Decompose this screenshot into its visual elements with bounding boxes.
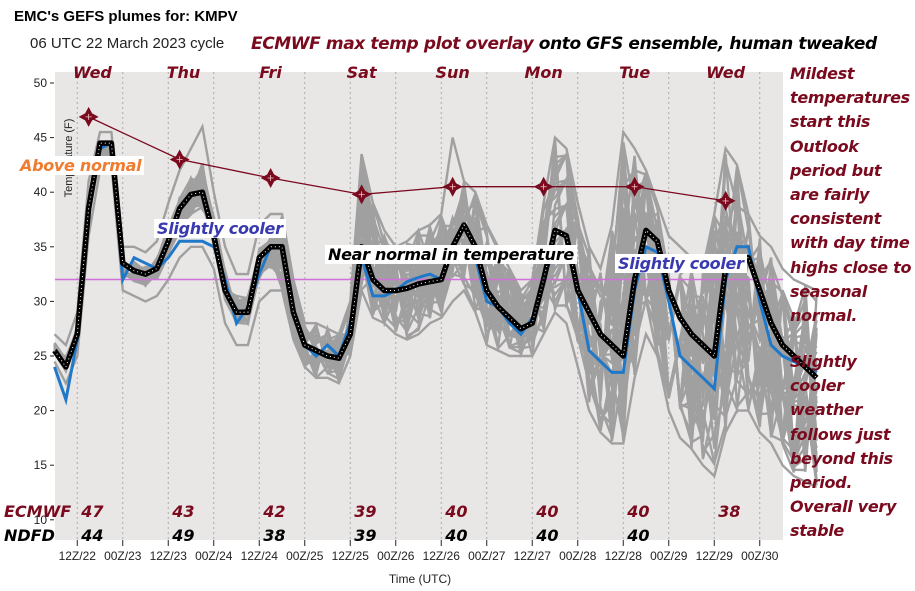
x-tick-label: 00Z/28 [559,549,597,563]
ensemble-member-line [53,149,818,473]
x-axis: 12Z/22 00Z/23 12Z/23 00Z/24 12Z/24 00Z/25 12Z/… [59,540,779,563]
ecmwf-line [88,116,726,202]
ecmwf-series [78,106,736,211]
day-label: Fri [259,63,282,82]
x-tick-label: 12Z/24 [241,549,279,563]
annotation-slightly-cooler-1: Slightly cooler [154,219,286,238]
annotation-above-normal: Above normal [17,156,145,175]
table-cell: 40 [444,526,467,545]
y-tick-label: 20 [34,404,48,418]
deterministic-series-line [53,140,818,406]
table-cell: 38 [718,502,740,521]
overlay-title-red: ECMWF max temp plot overlay [251,34,534,54]
side-note-mildest: Mildest temperatures start this Outlook … [790,64,912,326]
x-tick-label: 12Z/29 [696,549,734,563]
x-tick-label: 00Z/29 [650,549,688,563]
y-tick-label: 45 [34,131,48,145]
y-tick-label: 50 [34,76,48,90]
vertical-gridlines [76,72,761,540]
table-cell: 39 [354,526,376,545]
day-label: Wed [706,63,745,82]
x-tick-label: 12Z/27 [514,549,552,563]
ensemble-envelope-line [53,163,818,489]
y-tick-label: 10 [34,513,48,527]
x-tick-label: 12Z/28 [605,549,643,563]
table-cell: 42 [262,502,285,521]
day-label: Thu [167,63,201,82]
x-tick-label: 12Z/25 [332,549,370,563]
y-axis: 10 15 20 25 30 35 40 45 50 [34,76,54,527]
table-cell: 43 [171,502,194,521]
side-note-cooler: Slightly cooler weather follows just bey… [790,352,897,541]
annotation-near-normal: Near normal in temperature [325,245,577,264]
y-tick-label: 40 [34,185,48,199]
x-tick-label: 00Z/30 [741,549,779,563]
table-row-label: NDFD [4,526,55,545]
ensemble-member-line [53,150,818,438]
day-label: Wed [73,63,112,82]
y-tick-label: 25 [34,349,48,363]
y-tick-label: 30 [34,294,48,308]
day-label: Tue [619,63,650,82]
x-tick-label: 12Z/22 [59,549,97,563]
forecast-table: ECMWF 47 43 42 39 40 40 40 38 NDFD 44 49 38 39 40 40 40 [4,502,741,545]
table-cell: 47 [80,502,104,521]
x-axis-label: Time (UTC) [389,572,451,586]
table-cell: 44 [80,526,103,545]
ensemble-mean-dotted-overlay [54,142,817,379]
table-cell: 49 [171,526,194,545]
day-label: Sun [435,63,469,82]
table-cell: 40 [535,526,558,545]
x-tick-label: 00Z/27 [468,549,506,563]
x-tick-label: 00Z/26 [377,549,415,563]
y-tick-label: 35 [34,240,48,254]
table-cell: 40 [626,502,649,521]
page-title: EMC's GEFS plumes for: KMPV [14,8,238,25]
cycle-subtitle: 06 UTC 22 March 2023 cycle [30,35,225,52]
x-tick-label: 00Z/25 [286,549,324,563]
overlay-title: ECMWF max temp plot overlay onto GFS ens… [251,34,877,54]
day-labels: Wed Thu Fri Sat Sun Mon Tue Wed [73,63,746,82]
table-cell: 39 [354,502,376,521]
annotation-slightly-cooler-2: Slightly cooler [615,254,747,273]
x-tick-label: 00Z/23 [104,549,142,563]
table-cell: 40 [626,526,649,545]
table-cell: 40 [444,502,467,521]
x-tick-label: 00Z/24 [195,549,233,563]
table-row-label: ECMWF [4,502,71,521]
y-tick-label: 15 [34,458,48,472]
table-cell: 40 [535,502,558,521]
x-tick-label: 12Z/26 [423,549,461,563]
day-label: Sat [347,63,378,82]
day-label: Mon [524,63,562,82]
overlay-title-black: onto GFS ensemble, human tweaked [533,34,877,54]
x-tick-label: 12Z/23 [150,549,188,563]
table-cell: 38 [263,526,285,545]
